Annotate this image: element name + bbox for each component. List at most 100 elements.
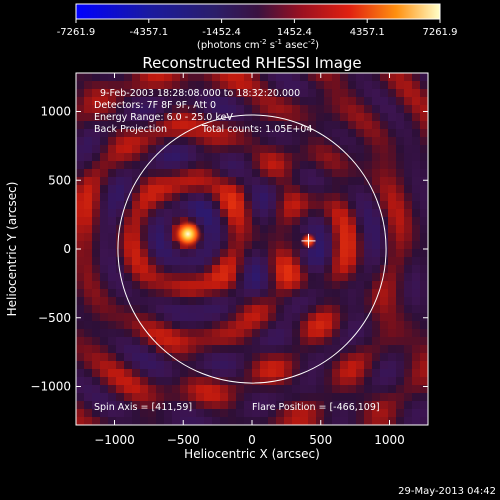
heatmap-cell <box>260 169 269 178</box>
heatmap-cell <box>276 273 285 282</box>
heatmap-cell <box>236 185 245 194</box>
heatmap-cell <box>292 377 301 386</box>
heatmap-cell <box>332 233 341 242</box>
annotation-time: 9-Feb-2003 18:28:08.000 to 18:32:20.000 <box>100 88 300 99</box>
heatmap-cell <box>260 161 269 170</box>
heatmap-cell <box>260 193 269 202</box>
heatmap-cell <box>132 225 141 234</box>
heatmap-cell <box>324 161 333 170</box>
heatmap-cell <box>244 249 253 258</box>
heatmap-cell <box>268 305 277 314</box>
heatmap-cell <box>156 393 165 402</box>
heatmap-cell <box>76 209 85 218</box>
heatmap-cell <box>156 297 165 306</box>
heatmap-cell <box>340 361 349 370</box>
heatmap-cell <box>348 177 357 186</box>
heatmap-cell <box>236 113 245 122</box>
heatmap-cell <box>220 185 229 194</box>
heatmap-cell <box>396 217 405 226</box>
heatmap-cell <box>316 73 325 82</box>
heatmap-cell <box>332 209 341 218</box>
heatmap-cell <box>348 353 357 362</box>
heatmap-cell <box>212 129 221 138</box>
heatmap-cell <box>76 145 85 154</box>
heatmap-cell <box>108 193 117 202</box>
heatmap-cell <box>92 409 101 418</box>
heatmap-cell <box>292 249 301 258</box>
heatmap-cell <box>324 401 333 410</box>
heatmap-cell <box>180 81 189 90</box>
heatmap-cell <box>100 321 109 330</box>
heatmap-cell <box>204 97 213 106</box>
heatmap-cell <box>364 161 373 170</box>
heatmap-cell <box>204 105 213 114</box>
heatmap-cell <box>204 217 213 226</box>
heatmap-cell <box>348 273 357 282</box>
heatmap-cell <box>388 297 397 306</box>
heatmap-cell <box>124 97 133 106</box>
heatmap-cell <box>228 161 237 170</box>
heatmap-cell <box>292 401 301 410</box>
heatmap-cell <box>284 217 293 226</box>
heatmap-cell <box>340 289 349 298</box>
heatmap-cell <box>244 169 253 178</box>
heatmap-cell <box>108 337 117 346</box>
heatmap-cell <box>212 265 221 274</box>
heatmap-cell <box>116 249 125 258</box>
heatmap-cell <box>316 265 325 274</box>
heatmap-cell <box>292 129 301 138</box>
heatmap-cell <box>116 361 125 370</box>
colorbar-tick-label: -4357.1 <box>129 27 168 38</box>
heatmap-cell <box>332 297 341 306</box>
heatmap-cell <box>100 249 109 258</box>
heatmap-cell <box>212 417 221 425</box>
heatmap-cell <box>316 401 325 410</box>
heatmap-cell <box>340 393 349 402</box>
heatmap-cell <box>84 73 93 82</box>
heatmap-cell <box>396 305 405 314</box>
heatmap-cell <box>380 121 389 130</box>
heatmap-cell <box>132 345 141 354</box>
heatmap-cell <box>180 153 189 162</box>
heatmap-cell <box>308 177 317 186</box>
heatmap-cell <box>388 305 397 314</box>
heatmap-cell <box>340 145 349 154</box>
heatmap-cell <box>108 73 117 82</box>
heatmap-cell <box>276 313 285 322</box>
heatmap-cell <box>332 193 341 202</box>
heatmap-cell <box>396 161 405 170</box>
heatmap-cell <box>108 265 117 274</box>
heatmap-cell <box>260 369 269 378</box>
heatmap-cell <box>332 113 341 122</box>
heatmap-cell <box>140 161 149 170</box>
heatmap-cell <box>156 209 165 218</box>
heatmap-cell <box>212 201 221 210</box>
heatmap-cell <box>220 417 229 425</box>
heatmap-cell <box>108 241 117 250</box>
heatmap-cell <box>76 337 85 346</box>
heatmap-cell <box>124 377 133 386</box>
heatmap-cell <box>420 273 428 282</box>
heatmap-cell <box>260 145 269 154</box>
heatmap-cell <box>172 153 181 162</box>
heatmap-cell <box>260 225 269 234</box>
heatmap-cell <box>380 313 389 322</box>
heatmap-cell <box>324 273 333 282</box>
heatmap-cell <box>396 145 405 154</box>
heatmap-cell <box>100 289 109 298</box>
heatmap-cell <box>412 321 421 330</box>
heatmap-cell <box>164 297 173 306</box>
heatmap-cell <box>292 281 301 290</box>
heatmap-cell <box>252 193 261 202</box>
heatmap-cell <box>292 113 301 122</box>
heatmap-cell <box>316 137 325 146</box>
heatmap-cell <box>284 185 293 194</box>
heatmap-cell <box>300 417 309 425</box>
heatmap-cell <box>116 185 125 194</box>
heatmap-cell <box>220 169 229 178</box>
heatmap-cell <box>156 257 165 266</box>
heatmap-cell <box>364 113 373 122</box>
heatmap-cell <box>388 201 397 210</box>
heatmap-cell <box>188 393 197 402</box>
heatmap-cell <box>356 209 365 218</box>
